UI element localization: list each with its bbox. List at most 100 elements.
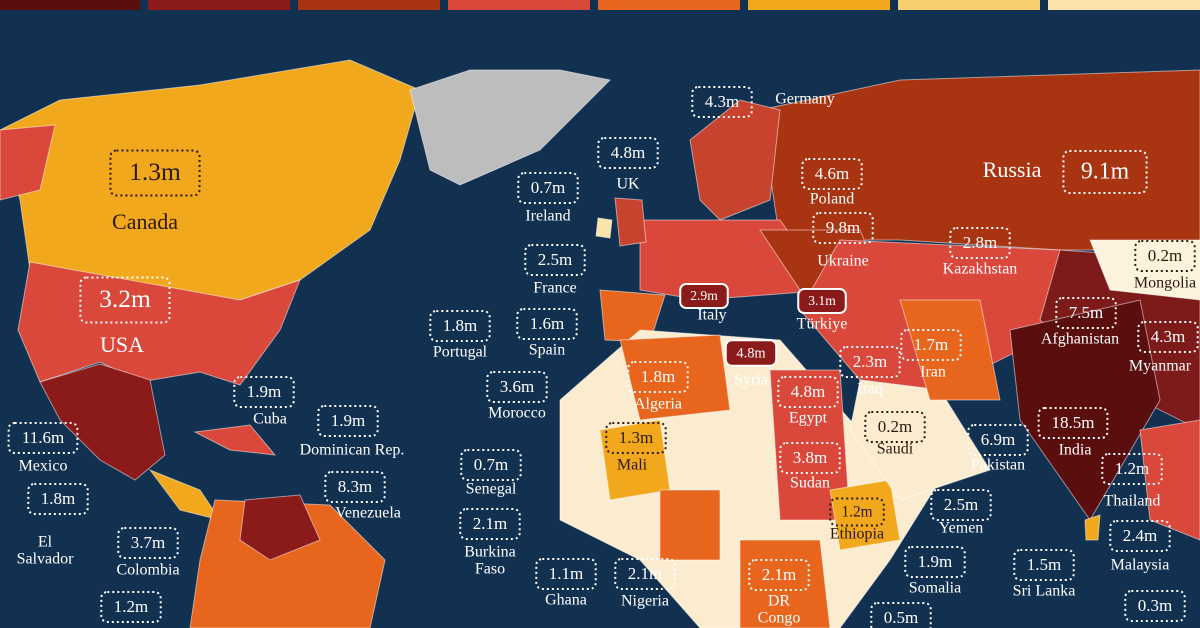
value: 0.2m	[878, 417, 912, 436]
value-box	[679, 283, 729, 309]
country-label: 4.3m Germany	[691, 86, 835, 118]
value-box	[486, 371, 548, 403]
value: 9.8m	[826, 218, 860, 237]
value-box	[1124, 590, 1186, 622]
value-box	[949, 227, 1011, 259]
value: 2.1m	[628, 564, 662, 583]
country-name: Myanmar	[1129, 358, 1192, 375]
value: 1.2m	[841, 504, 872, 521]
value: 1.7m	[914, 335, 948, 354]
value: 1.6m	[530, 314, 564, 333]
value: 1.5m	[1027, 555, 1061, 574]
value: 1.2m	[114, 597, 148, 616]
country-name: El	[38, 534, 53, 551]
country-label: 4.8m Egypt	[777, 376, 839, 427]
country-name: Sudan	[790, 475, 830, 492]
country-name: Venezuela	[335, 505, 401, 522]
value-box	[627, 361, 689, 393]
value: 0.3m	[1138, 596, 1172, 615]
value-box	[460, 449, 522, 481]
value-box	[1101, 453, 1163, 485]
country-label: 1.7m Iran	[900, 329, 962, 381]
country-name: Ukraine	[817, 253, 869, 270]
value: 1.3m	[129, 157, 181, 186]
value: 2.5m	[944, 495, 978, 514]
country-label: 1.9m Somalia	[904, 546, 966, 597]
country-label: 6.9m Pakistan	[967, 424, 1029, 474]
country-label: 3.1m Türkiye	[797, 288, 847, 333]
country-name: UK	[616, 176, 640, 193]
country-label: 7.5m Afghanistan	[1041, 297, 1119, 348]
value-box	[7, 422, 79, 454]
country-label: 1.9m Dominican Rep.	[300, 405, 404, 459]
value-box	[317, 405, 379, 437]
value-box	[605, 422, 667, 454]
country-name: Kazakhstan	[943, 261, 1018, 278]
value-box	[1134, 240, 1196, 272]
value: 0.2m	[1148, 246, 1182, 265]
value-box	[597, 137, 659, 169]
value: 4.8m	[736, 345, 765, 361]
country-label: 1.3m Mali	[605, 422, 667, 474]
country-label: 11.6m Mexico	[7, 422, 79, 475]
country-name: Malaysia	[1111, 557, 1170, 574]
value-box	[324, 471, 386, 503]
value: 4.3m	[1151, 327, 1185, 346]
country-label: 1.6m Spain	[516, 308, 578, 359]
country-label: 3.6m Morocco	[486, 371, 548, 422]
value-box	[904, 546, 966, 578]
country-label: 2.5m Yemen	[930, 489, 992, 537]
value: 1.1m	[549, 564, 583, 583]
value-box	[117, 527, 179, 559]
country-name: Salvador	[17, 551, 75, 568]
country-name: Iran	[920, 364, 946, 381]
country-name: India	[1059, 442, 1092, 459]
value-box	[1109, 520, 1171, 552]
country-label: 0.2m Mongolia	[1134, 240, 1196, 292]
country-label: 1.2m	[100, 591, 162, 623]
value: 0.7m	[531, 178, 565, 197]
country-name: Nigeria	[621, 593, 669, 610]
value-box	[524, 244, 586, 276]
country-label: 4.3m Myanmar	[1129, 321, 1199, 375]
country-label: 0.3m	[1124, 590, 1186, 622]
value: 3.7m	[131, 533, 165, 552]
value: 2.5m	[538, 250, 572, 269]
country-name: Mexico	[19, 458, 68, 475]
value: 11.6m	[22, 428, 64, 447]
country-name: Egypt	[789, 410, 828, 427]
value-box	[812, 212, 874, 244]
country-label: 1.8m Portugal	[429, 310, 491, 361]
value: 1.2m	[1115, 459, 1149, 478]
country-name: Ghana	[545, 592, 587, 609]
country-name: Germany	[775, 91, 835, 108]
country-label: 1.2m Ethiopia	[829, 497, 885, 543]
value: 9.1m	[1081, 158, 1130, 184]
country-name: Afghanistan	[1041, 331, 1119, 348]
country-label: 1.3m Canada	[109, 149, 201, 234]
country-label: 2.9m Italy	[679, 283, 729, 324]
value-box	[27, 483, 89, 515]
country-label: 0.5m	[870, 602, 932, 628]
land	[0, 59, 1200, 628]
country-label: 2.5m France	[524, 244, 586, 297]
value-box	[839, 346, 901, 378]
country-name: Spain	[529, 342, 565, 359]
value: 4.6m	[815, 164, 849, 183]
country-label: 4.6m Poland	[801, 158, 863, 208]
value-box	[1062, 150, 1148, 194]
value-box	[517, 172, 579, 204]
value-box	[535, 558, 597, 590]
country-name: France	[533, 280, 577, 297]
country-name: Russia	[983, 157, 1042, 182]
value-box	[864, 411, 926, 443]
country-label: 1.8m Algeria	[627, 361, 689, 413]
value-box	[614, 558, 676, 590]
country-name: Portugal	[433, 344, 488, 361]
country-label: 1.9m Cuba	[233, 376, 295, 428]
value-box	[930, 489, 992, 521]
value: 2.1m	[473, 514, 507, 533]
country-label: 3.2m USA	[79, 276, 171, 357]
